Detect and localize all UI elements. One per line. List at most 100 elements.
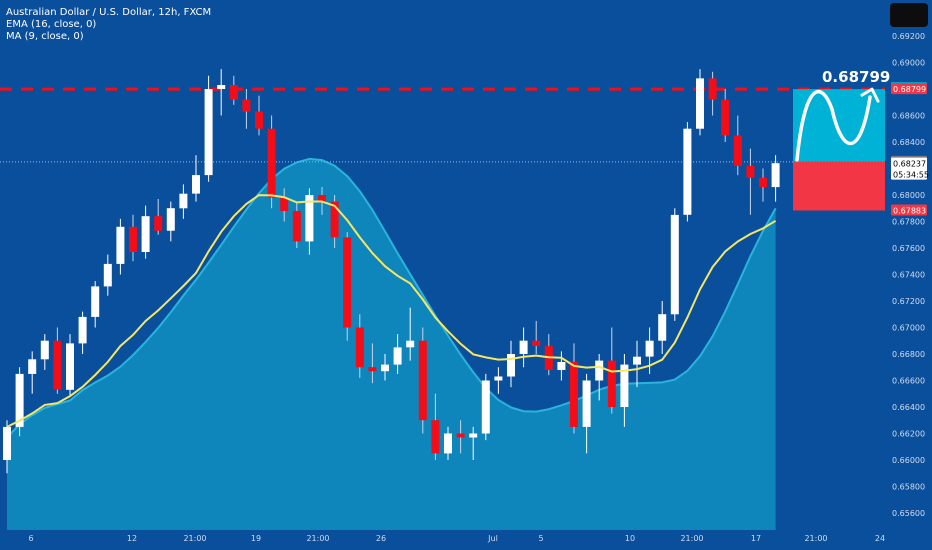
candle [3, 420, 11, 474]
candle-body [406, 340, 415, 348]
candle [595, 354, 604, 401]
candle-body [469, 433, 478, 438]
y-tick-label: 0.67800 [892, 218, 925, 227]
candle [267, 115, 276, 209]
candle-body [267, 128, 276, 198]
candle [658, 301, 667, 354]
candle [305, 188, 314, 255]
candle [53, 327, 62, 394]
candle-body [494, 376, 503, 381]
candle [368, 343, 377, 384]
candle-body [141, 216, 150, 252]
candle [381, 354, 389, 381]
candle-body [444, 433, 452, 454]
y-tick-label: 0.65600 [892, 509, 925, 518]
candle [708, 71, 717, 116]
candle [582, 373, 591, 454]
x-tick-label: 24 [875, 534, 885, 543]
candle-body [456, 433, 465, 438]
candle-body [280, 197, 289, 211]
candle [280, 188, 289, 222]
stop-zone [793, 161, 885, 211]
candle-body [759, 177, 767, 188]
candle-body [519, 340, 528, 354]
countdown-text: 05:34:55 [893, 171, 929, 180]
candle-body [129, 226, 137, 252]
x-tick-label: 21:00 [804, 534, 827, 543]
candle [40, 334, 49, 370]
candle-body [103, 263, 112, 287]
candle-body [481, 380, 490, 434]
candle [217, 69, 226, 116]
candle-body [343, 237, 352, 328]
arrow-head-icon [860, 87, 880, 103]
candle-body [595, 360, 604, 381]
candle [746, 148, 755, 215]
candle [154, 198, 163, 235]
toolbar-button[interactable] [890, 3, 928, 27]
candle-body [368, 367, 377, 372]
target-price-label: 0.68799 [822, 68, 890, 86]
candle-body [557, 362, 566, 370]
candle-body [255, 111, 263, 129]
legend-ema: EMA (16, close, 0) [6, 19, 97, 30]
candle-body [53, 340, 62, 390]
time-axis[interactable]: 6 12 21:00 19 21:00 26 Jul 5 10 21:00 17 21:00 24 [28, 534, 885, 543]
candle [192, 155, 200, 202]
candle-body [217, 85, 226, 89]
y-tick-label: 0.66200 [892, 430, 925, 439]
candle [733, 115, 742, 176]
x-tick-label: 19 [251, 534, 261, 543]
candle-body [292, 210, 301, 242]
price-tag-bg [891, 204, 927, 216]
candle [532, 320, 541, 354]
candle-body [746, 165, 755, 178]
candle-body [683, 128, 692, 215]
y-tick-label: 0.67000 [892, 324, 925, 333]
price-tag-text: 0.68237 [893, 160, 926, 169]
x-tick-label: 6 [28, 534, 33, 543]
y-tick-label: 0.66800 [892, 350, 925, 359]
candle-body [532, 340, 541, 346]
candle-body [179, 193, 188, 209]
candle [141, 205, 150, 259]
price-tag-bg [891, 157, 927, 180]
position-tool[interactable] [793, 87, 885, 211]
candle-body [670, 214, 679, 315]
candle [633, 340, 641, 388]
price-axis[interactable]: 0.692000.690000.688000.686000.684000.680… [892, 32, 925, 518]
y-tick-label: 0.67600 [892, 244, 925, 253]
x-tick-label: 26 [376, 534, 386, 543]
candle-body [78, 316, 87, 344]
candle-body [330, 201, 339, 238]
ema-path [6, 194, 777, 428]
y-tick-label: 0.66600 [892, 377, 925, 386]
candle [494, 367, 503, 394]
candle-body [40, 340, 49, 360]
candle [393, 334, 402, 374]
y-tick-label: 0.68600 [892, 112, 925, 121]
candle [620, 354, 629, 427]
candle [481, 373, 490, 441]
dashed-target-line [0, 87, 885, 163]
y-tick-label: 0.68400 [892, 138, 925, 147]
candle-body [721, 99, 730, 136]
candle-body [696, 78, 704, 129]
candle [229, 75, 238, 105]
candle-body [305, 195, 314, 242]
candle-body [229, 85, 238, 100]
candle [570, 343, 578, 434]
candles[interactable] [3, 69, 780, 474]
candle-body [708, 78, 717, 100]
candle [91, 281, 100, 328]
candle-body [66, 343, 74, 390]
x-tick-label: 21:00 [680, 534, 703, 543]
candle [469, 426, 478, 460]
price-tag: 0.67883 [891, 204, 927, 216]
y-tick-label: 0.65800 [892, 483, 925, 492]
candle-body [166, 208, 175, 231]
candle [519, 327, 528, 368]
candle-body [381, 364, 389, 372]
candle [103, 254, 112, 296]
